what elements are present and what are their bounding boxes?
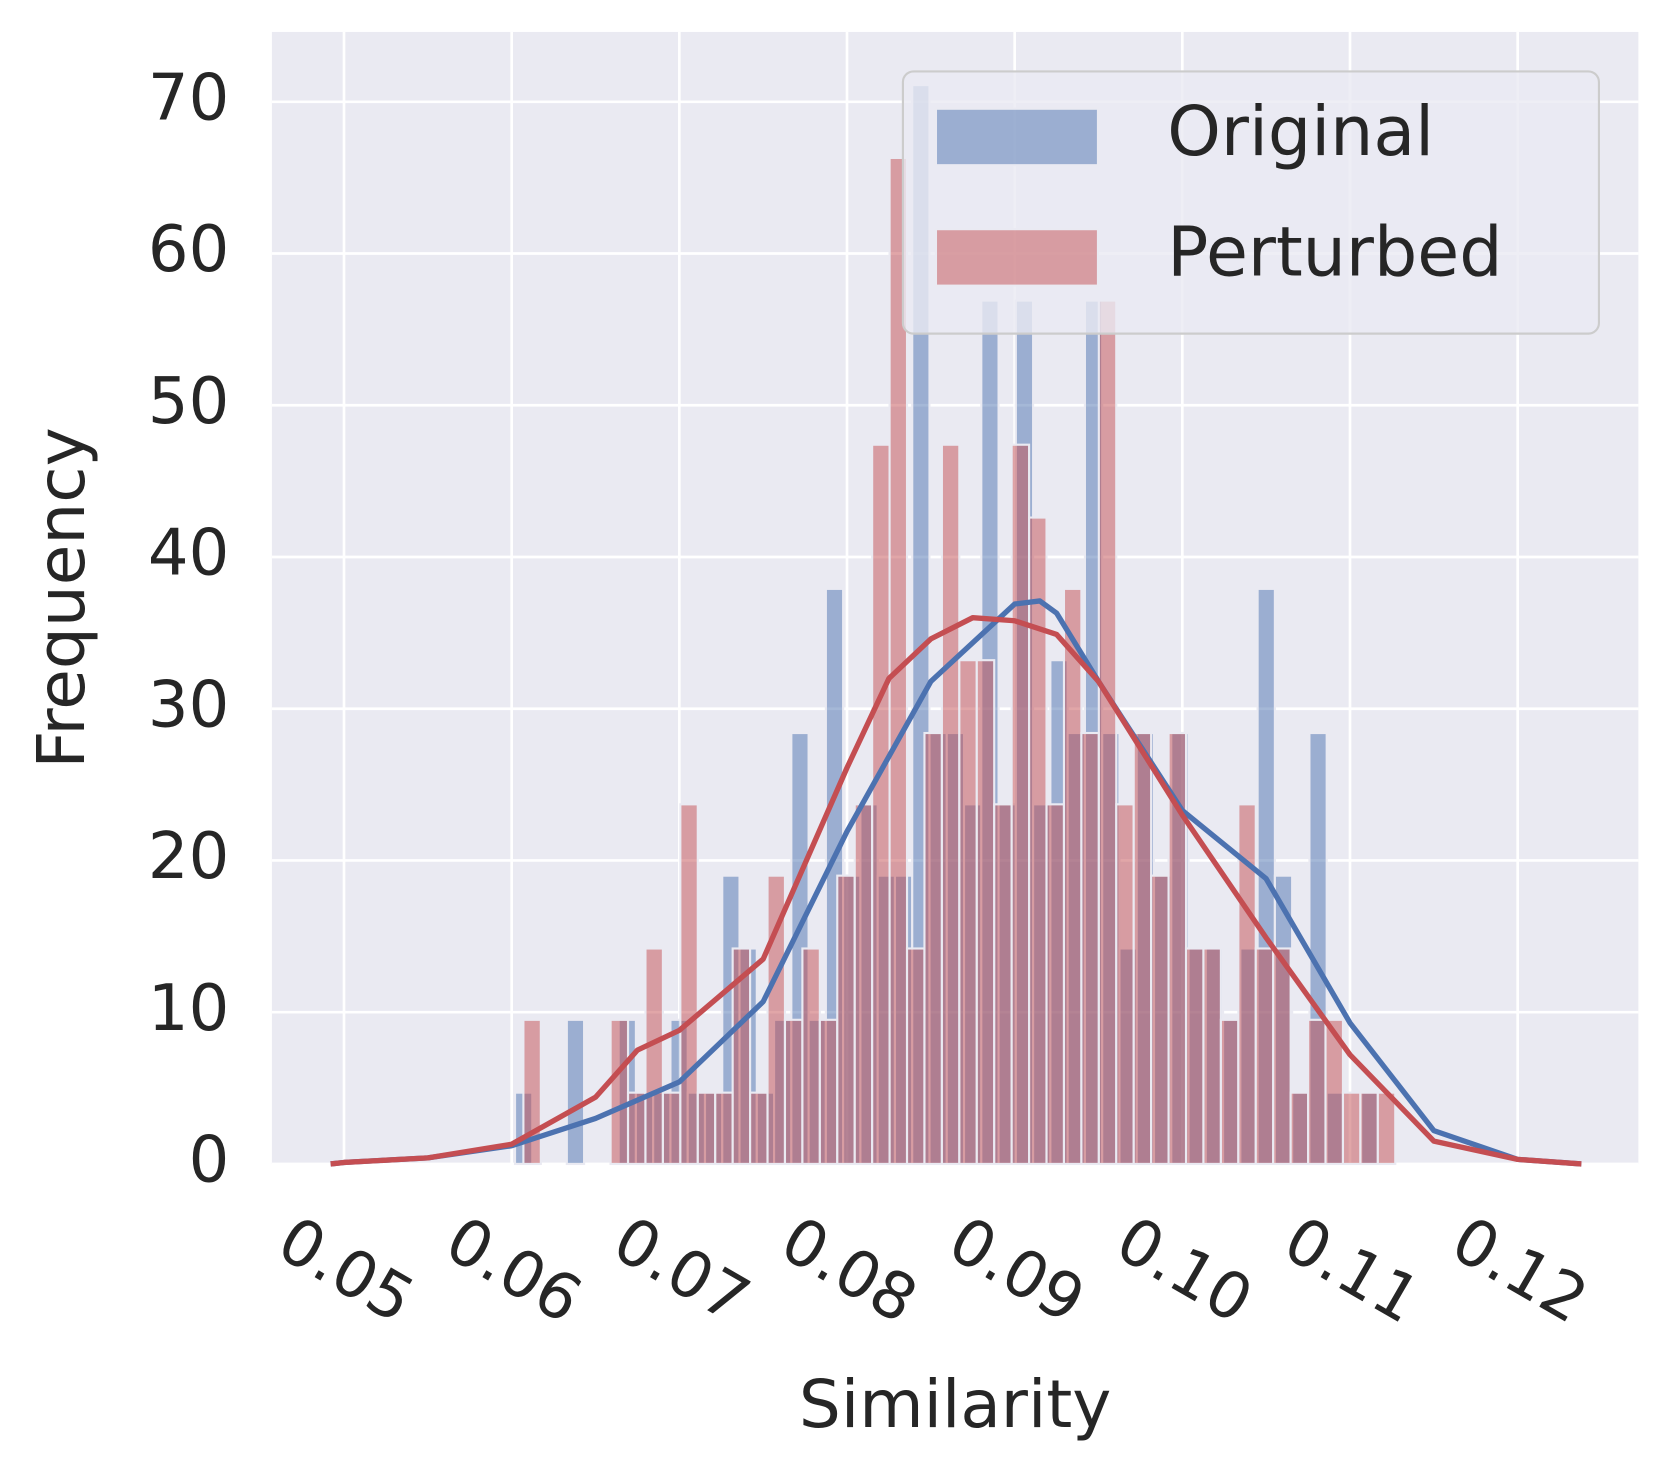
histogram-bar	[853, 803, 874, 1166]
y-tick-label: 20	[148, 820, 229, 894]
histogram-bar	[1184, 947, 1205, 1166]
histogram-bar	[818, 1018, 839, 1166]
kde-line	[330, 598, 1582, 1167]
histogram-bar	[836, 874, 856, 1166]
histogram-bar	[905, 947, 926, 1166]
x-tick-label: 0.05	[266, 1203, 426, 1338]
histogram-bar	[1289, 1091, 1310, 1166]
y-tick-label: 0	[189, 1124, 230, 1198]
histogram-bar	[679, 803, 699, 1166]
histogram-bar	[1307, 1018, 1327, 1166]
x-tick-label: 0.10	[1104, 1203, 1264, 1338]
x-axis-label: Similarity	[799, 1366, 1111, 1443]
y-tick-label: 30	[148, 668, 229, 742]
x-tick-label: 0.09	[936, 1203, 1096, 1338]
histogram-bar	[1254, 947, 1275, 1166]
histogram-bar	[731, 947, 752, 1166]
histogram-bar	[661, 1091, 682, 1166]
legend-label: Original	[1167, 93, 1434, 172]
marks	[330, 84, 1582, 1167]
histogram-bar	[1150, 874, 1170, 1166]
x-tick-label: 0.06	[433, 1203, 593, 1338]
histogram-bar	[923, 731, 943, 1166]
histogram-bar	[958, 659, 978, 1166]
histogram-bar	[1045, 803, 1066, 1166]
x-tick-label: 0.08	[769, 1203, 929, 1338]
histogram-bar	[1010, 443, 1031, 1166]
y-tick-label: 60	[148, 213, 229, 287]
histogram-bar	[1028, 516, 1048, 1166]
histogram-bar	[1097, 299, 1118, 1166]
y-tick-label: 40	[148, 517, 229, 591]
histogram-bar	[565, 1018, 586, 1166]
histogram-bar	[644, 947, 664, 1166]
y-tick-label: 50	[148, 365, 229, 439]
x-tick-label: 0.12	[1439, 1203, 1599, 1338]
histogram-bar	[975, 659, 996, 1166]
histogram-bar	[1376, 1091, 1397, 1166]
histogram-bar	[714, 1091, 734, 1166]
histogram-bar	[1115, 803, 1135, 1166]
x-tick-label: 0.11	[1272, 1203, 1432, 1338]
histogram-bar	[801, 947, 821, 1166]
histogram-bar	[1202, 947, 1222, 1166]
legend-label: Perturbed	[1167, 213, 1502, 292]
y-axis-label: Frequency	[23, 427, 100, 768]
histogram-bar	[1219, 1018, 1240, 1166]
y-tick-label: 10	[148, 972, 229, 1046]
y-tick-label: 70	[148, 61, 229, 135]
histogram-bar	[696, 1091, 717, 1166]
histogram-bar	[871, 443, 891, 1166]
histogram-bar	[1062, 587, 1083, 1166]
kde-line	[330, 615, 1582, 1167]
histogram-bar	[1272, 947, 1292, 1166]
histogram-bar	[749, 1091, 769, 1166]
x-tick-label: 0.07	[601, 1203, 761, 1338]
histogram-bar	[609, 1018, 630, 1166]
legend: Original Perturbed	[901, 70, 1601, 335]
histogram-bar	[783, 1018, 804, 1166]
histogram-bar	[1080, 731, 1100, 1166]
legend-swatch	[934, 107, 1100, 167]
histogram-bar	[993, 803, 1013, 1166]
histogram-bar	[1359, 1091, 1379, 1166]
histogram-bar	[1341, 1091, 1362, 1166]
legend-swatch	[934, 228, 1100, 287]
histogram-bar	[940, 443, 961, 1166]
histogram-bar	[1132, 731, 1153, 1166]
